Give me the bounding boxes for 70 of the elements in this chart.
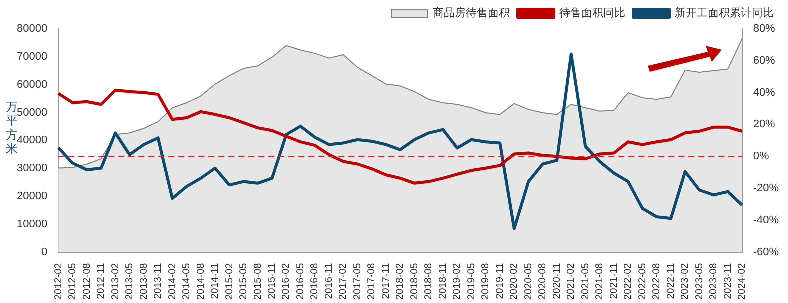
y2-tick-label: 20%	[753, 118, 776, 131]
x-tick-label: 2022-08	[652, 262, 663, 300]
y2-tick-label: 0%	[753, 150, 770, 163]
y2-tick-label: -20%	[753, 182, 780, 195]
x-tick-label: 2021-11	[608, 262, 620, 300]
x-tick-label: 2021-02	[566, 262, 578, 300]
x-tick-label: 2019-02	[452, 262, 464, 300]
x-tick-label: 2013-05	[124, 262, 136, 300]
x-tick-label: 2014-02	[167, 262, 178, 300]
y-tick-label: 70000	[16, 50, 48, 63]
x-tick-label: 2014-05	[182, 262, 193, 300]
x-tick-label: 2023-05	[694, 262, 706, 300]
x-tick-label: 2022-02	[623, 262, 634, 300]
x-tick-label: 2016-02	[281, 262, 292, 300]
x-tick-label: 2015-05	[238, 262, 250, 300]
x-tick-label: 2021-05	[580, 262, 592, 300]
y2-tick-label: -40%	[753, 214, 780, 226]
x-tick-label: 2014-08	[196, 262, 207, 300]
x-tick-label: 2018-02	[395, 262, 406, 300]
x-tick-label: 2018-05	[409, 262, 420, 300]
x-tick-label: 2013-11	[153, 262, 164, 300]
x-tick-label: 2019-11	[494, 262, 506, 300]
y-tick-label: 50000	[16, 106, 48, 119]
y-tick-label: 20000	[16, 190, 48, 203]
x-tick-label: 2022-11	[666, 262, 677, 300]
x-tick-label: 2015-11	[267, 262, 278, 300]
x-tick-label: 2015-08	[252, 262, 264, 300]
legend-label: 待售面积同比	[560, 6, 626, 20]
x-tick-label: 2013-02	[110, 262, 122, 300]
x-tick-label: 2020-02	[509, 262, 520, 300]
y-axis-title: 万平方米	[6, 100, 18, 156]
x-tick-label: 2013-08	[138, 262, 150, 300]
x-tick-label: 2019-05	[466, 262, 478, 300]
x-tick-label: 2024-02	[737, 262, 748, 300]
x-tick-label: 2019-08	[480, 262, 492, 300]
y-tick-label: 30000	[16, 162, 48, 175]
x-tick-label: 2012-05	[68, 262, 79, 300]
x-tick-label: 2017-11	[380, 262, 392, 300]
x-tick-label: 2012-11	[96, 262, 108, 300]
x-tick-label: 2016-05	[295, 262, 306, 300]
x-tick-label: 2018-11	[438, 262, 449, 300]
y2-tick-label: 80%	[753, 23, 776, 36]
x-tick-label: 2020-08	[538, 262, 549, 300]
x-tick-label: 2017-05	[352, 262, 364, 300]
x-tick-label: 2012-08	[82, 262, 93, 300]
y2-tick-label: 40%	[753, 86, 776, 99]
y-tick-label: 80000	[16, 23, 48, 36]
y-tick-label: 0	[41, 246, 48, 258]
x-tick-label: 2016-08	[310, 262, 321, 300]
x-tick-label: 2018-08	[424, 262, 435, 300]
x-tick-label: 2015-02	[224, 262, 236, 300]
x-tick-label: 2023-08	[708, 262, 720, 300]
legend-label: 商品房待售面积	[433, 6, 510, 20]
x-tick-label: 2016-11	[324, 262, 335, 300]
y-tick-label: 60000	[16, 78, 48, 91]
y-tick-label: 40000	[16, 134, 48, 147]
y2-tick-label: 60%	[753, 54, 776, 67]
legend-label: 新开工面积累计同比	[675, 6, 774, 20]
x-tick-label: 2012-02	[53, 262, 64, 300]
x-tick-label: 2017-02	[338, 262, 350, 300]
x-tick-label: 2014-11	[210, 262, 222, 300]
x-tick-label: 2020-05	[523, 262, 534, 300]
x-tick-label: 2020-11	[552, 262, 563, 300]
x-tick-label: 2017-08	[366, 262, 378, 300]
x-tick-label: 2021-08	[594, 262, 606, 300]
y-tick-label: 10000	[16, 218, 48, 230]
x-tick-label: 2023-02	[680, 262, 692, 300]
x-tick-label: 2022-05	[637, 262, 648, 300]
x-tick-label: 2023-11	[722, 262, 734, 300]
y2-tick-label: -60%	[753, 246, 780, 258]
